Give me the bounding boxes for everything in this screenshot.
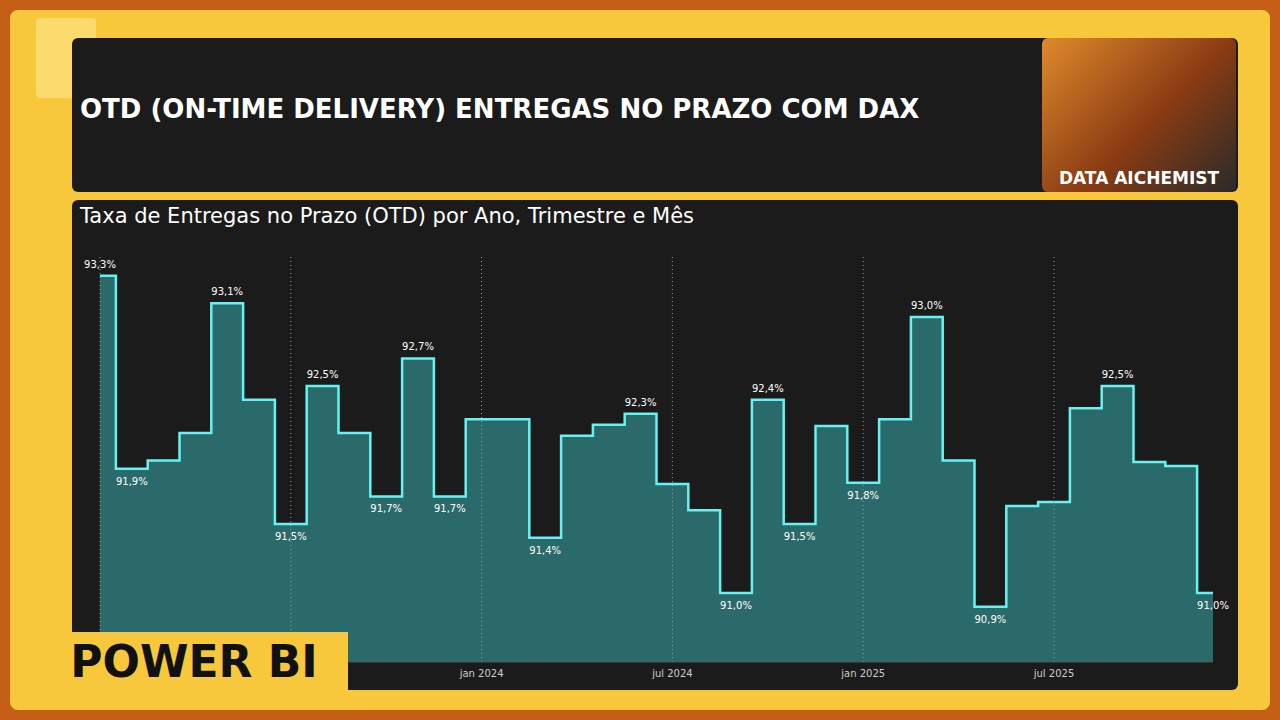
svg-text:91,7%: 91,7% [370, 503, 402, 514]
svg-text:91,9%: 91,9% [116, 476, 148, 487]
svg-text:93,3%: 93,3% [84, 259, 116, 270]
svg-text:91,0%: 91,0% [720, 600, 752, 611]
svg-text:90,9%: 90,9% [975, 614, 1007, 625]
html-text:OTD (ON-TIME DELIVERY) ENTREGA: OTD (ON-TIME DELIVERY) ENTREGAS NO PRAZO… [80, 94, 920, 124]
svg-text:92,5%: 92,5% [1102, 369, 1134, 380]
html-text:POWER BI: POWER BI [70, 636, 318, 687]
svg-text:91,7%: 91,7% [434, 503, 466, 514]
html-text:Taxa de Entregas no Prazo (OTD: Taxa de Entregas no Prazo (OTD) por Ano,… [80, 204, 695, 228]
svg-text:jan 2024: jan 2024 [459, 668, 504, 679]
svg-text:jul 2025: jul 2025 [1033, 668, 1075, 679]
svg-text:92,5%: 92,5% [307, 369, 339, 380]
svg-text:93,1%: 93,1% [211, 286, 243, 297]
svg-text:91,0%: 91,0% [1197, 600, 1229, 611]
svg-text:jul 2024: jul 2024 [651, 668, 693, 679]
svg-text:91,4%: 91,4% [529, 545, 561, 556]
svg-text:91,8%: 91,8% [847, 490, 879, 501]
svg-text:jan 2025: jan 2025 [840, 668, 885, 679]
html-text:DATA AICHEMIST: DATA AICHEMIST [1058, 168, 1220, 188]
svg-text:92,3%: 92,3% [625, 397, 657, 408]
svg-text:91,5%: 91,5% [275, 531, 307, 542]
svg-text:93,0%: 93,0% [911, 300, 943, 311]
svg-text:92,7%: 92,7% [402, 341, 434, 352]
svg-text:91,5%: 91,5% [784, 531, 816, 542]
svg-text:92,4%: 92,4% [752, 383, 784, 394]
